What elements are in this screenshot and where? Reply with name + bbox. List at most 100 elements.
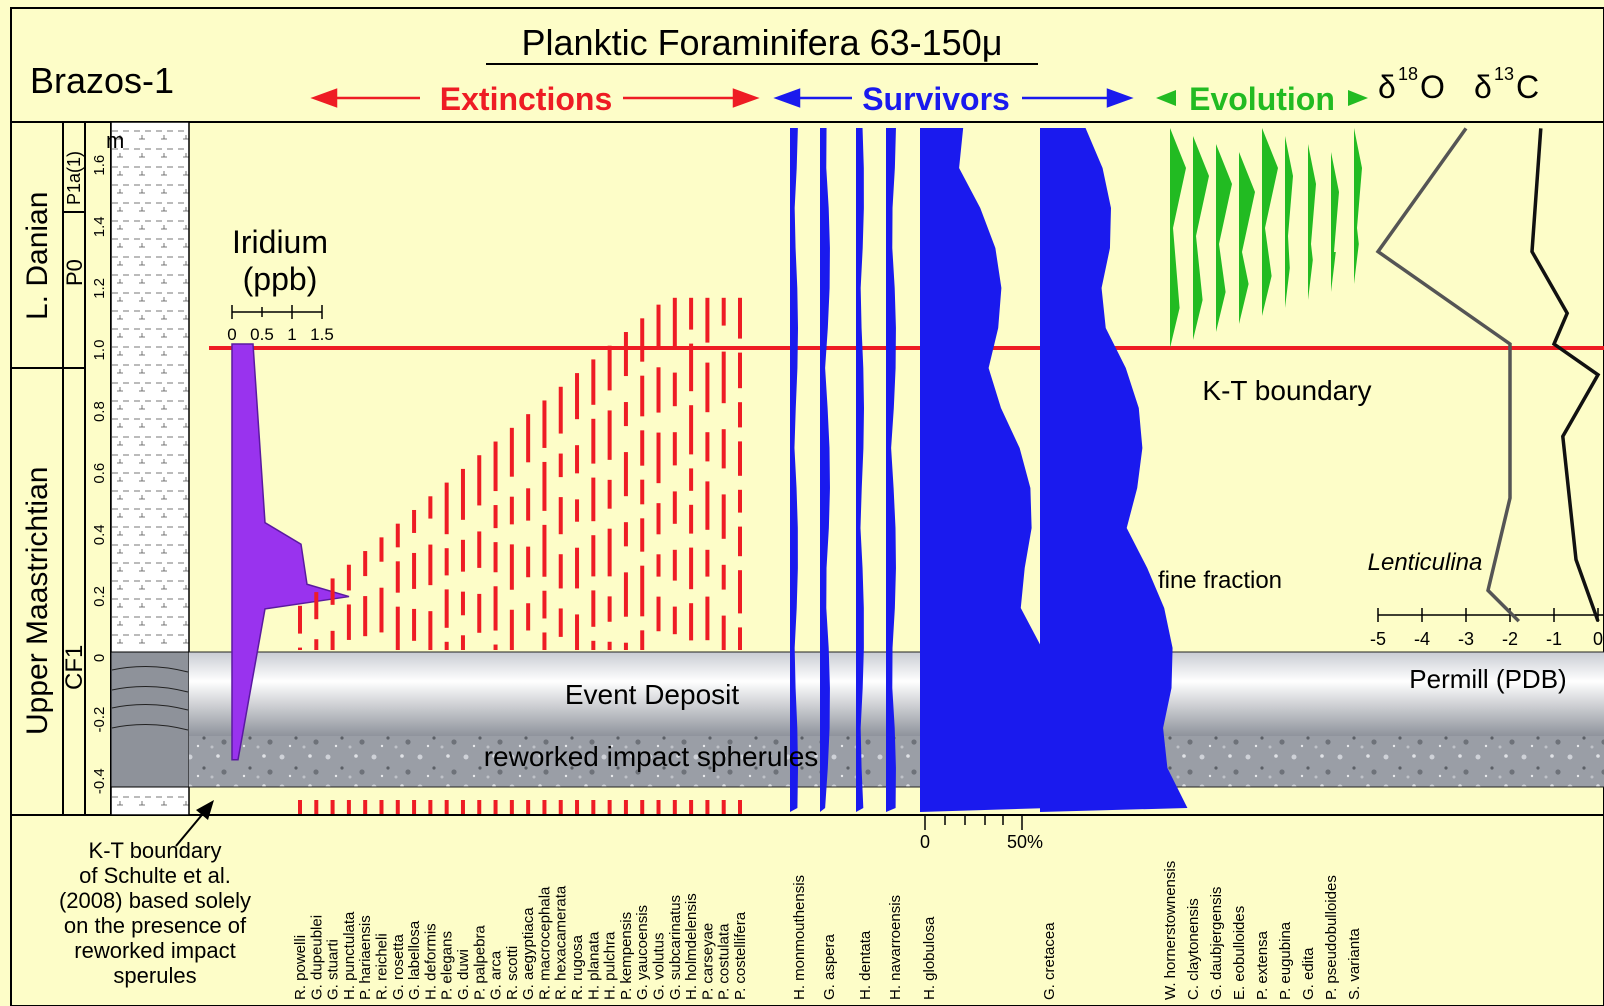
extinct-range-bar-base [363, 800, 368, 814]
isotope-axis-tick-label: -2 [1502, 629, 1518, 649]
isotope-axis-tick-label: -5 [1370, 629, 1386, 649]
extinct-range-bar [298, 605, 302, 634]
iridium-tick-label: 0.5 [250, 325, 274, 344]
extinct-range-bar [363, 551, 368, 577]
extinct-species-label: G. duwi [455, 949, 472, 1000]
extinct-range-bar [738, 526, 742, 557]
extinct-range-bar [558, 554, 563, 589]
extinct-range-bar [640, 565, 645, 617]
extinct-species-label: P. elegans [439, 931, 456, 1000]
depth-tick-label: -0.2 [91, 707, 108, 733]
extinct-range-bar [330, 578, 335, 605]
survivor-species-label: H. globulosa [921, 916, 938, 1000]
extinct-range-bar [526, 546, 531, 578]
extinct-species-label: P. carseyae [699, 923, 716, 1000]
extinct-range-bar-base [330, 800, 335, 814]
note-arrow [175, 800, 214, 847]
extinct-species-label: H. deformis [422, 923, 439, 1000]
extinct-range-bar [705, 481, 710, 530]
extinct-range-bar [705, 297, 710, 343]
extinct-species-label: P. palpebra [471, 925, 488, 1000]
extinct-range-bar [607, 641, 612, 650]
extinct-species-label: H. pulchra [602, 931, 619, 1000]
extinct-range-bar [575, 547, 580, 589]
extinct-range-bar [656, 503, 661, 535]
depth-tick-label: 1.2 [91, 278, 108, 299]
extinct-species-label: P. kempensis [618, 912, 635, 1000]
extinct-range-bar-base [444, 800, 449, 814]
extinct-range-bar [656, 554, 661, 577]
iridium-tick-label: 1 [287, 325, 296, 344]
zone-cf1: CF1 [61, 645, 88, 690]
text-layer: Planktic Foraminifera 63-150μ Brazos-1 Ext… [21, 22, 1603, 1000]
extinct-range-bar-base [607, 800, 612, 814]
extinct-range-bar-base [672, 800, 677, 814]
evolution-label: Evolution [1189, 81, 1335, 117]
extinct-range-bar [623, 452, 628, 497]
fine-fraction-label: fine fraction [1158, 567, 1282, 594]
extinct-range-bar [542, 590, 547, 619]
extinct-range-bar [460, 591, 465, 616]
depth-tick-label: -0.4 [91, 768, 108, 794]
extinct-range-bar [656, 304, 661, 348]
note-line: sperules [113, 963, 196, 988]
extinct-range-bar [477, 531, 482, 568]
permill-label: Permill (PDB) [1409, 664, 1566, 694]
extinct-range-bar-base [542, 800, 547, 814]
extinct-range-bar [493, 441, 498, 492]
survivor-percent-scale [924, 814, 1023, 830]
extinct-range-bar-base [379, 800, 384, 814]
extinct-range-bar [379, 537, 384, 562]
extinct-range-bar [721, 494, 726, 539]
d13c-label: C [1516, 69, 1539, 105]
extinct-range-bar [591, 359, 596, 405]
iridium-profile [231, 343, 350, 761]
extinct-range-bar [428, 544, 433, 586]
survivor-species-label: H. dentata [857, 930, 874, 1000]
extinct-range-bar [558, 497, 563, 535]
lithology-laminae [111, 665, 189, 731]
depth-tick-label: 1.6 [91, 155, 108, 176]
evolution-species-label: G. edita [1300, 947, 1317, 1000]
extinct-species-label: G. yaucoensis [634, 905, 651, 1000]
extinct-range-bar [526, 603, 531, 631]
extinct-range-bar-base [738, 800, 742, 814]
survivor-profile [856, 128, 864, 812]
extinct-range-bar-base [526, 800, 531, 814]
evolution-profile [1331, 152, 1339, 292]
iridium-scale [231, 305, 323, 319]
depth-unit: m [106, 128, 124, 153]
isotope-axis-tick-label: -4 [1414, 629, 1430, 649]
d18o-delta: δ [1378, 69, 1396, 105]
extinct-range-bar-base [346, 800, 351, 814]
extinct-range-bar [672, 491, 677, 524]
survivor-profile [790, 128, 798, 812]
extinct-range-bar-base [460, 800, 465, 814]
extinct-range-bar [412, 552, 417, 589]
survivor-profile [820, 128, 830, 812]
extinct-range-bar [591, 418, 596, 464]
extinct-range-bar [591, 640, 596, 650]
extinct-range-bar [460, 635, 465, 650]
evolution-species-label: P. extensa [1254, 930, 1271, 1000]
chart-title: Planktic Foraminifera 63-150μ [522, 22, 1003, 63]
isotope-axis-tick-label: -1 [1546, 629, 1562, 649]
extinct-range-bar [689, 504, 694, 534]
extinct-range-bar [542, 400, 547, 448]
extinct-range-bar [346, 604, 351, 640]
extinct-range-bar [607, 410, 612, 460]
extinct-range-bar-base [509, 800, 514, 814]
extinct-species-label: R. reicheli [373, 933, 390, 1000]
extinct-range-bar [689, 297, 694, 330]
extinct-range-bar [721, 429, 726, 469]
extinctions-label: Extinctions [440, 81, 612, 117]
extinct-range-bar [705, 596, 710, 641]
extinct-range-bar [558, 386, 563, 434]
extinct-range-bar [395, 523, 400, 548]
extinct-range-bar [330, 630, 335, 650]
extinct-range-bar [607, 596, 612, 622]
extinct-range-bar [689, 547, 694, 590]
extinct-range-bar [640, 630, 645, 650]
extinct-range-bar [640, 430, 645, 466]
reworked-spherules-band [189, 736, 1604, 787]
